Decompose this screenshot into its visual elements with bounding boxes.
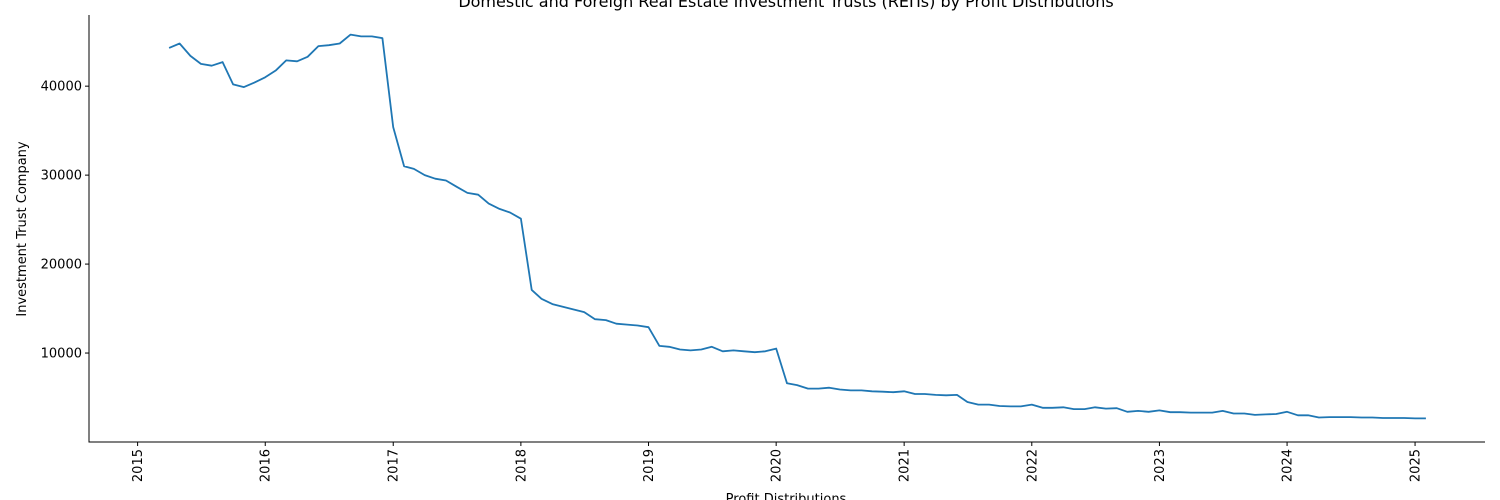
y-axis-ticks: 10000 20000 30000 40000 xyxy=(41,80,89,362)
x-tick-label: 2017 xyxy=(387,449,402,482)
x-tick-label: 2020 xyxy=(770,449,785,482)
x-tick-label: 2023 xyxy=(1153,449,1168,482)
x-tick-label: 2022 xyxy=(1025,449,1040,482)
y-tick-label: 20000 xyxy=(41,258,82,273)
series-line xyxy=(168,33,1426,420)
x-tick-label: 2019 xyxy=(642,449,657,482)
y-tick-label: 40000 xyxy=(41,80,82,95)
y-tick-label: 10000 xyxy=(41,347,82,362)
x-tick-label: 2016 xyxy=(259,449,274,482)
x-tick-label: 2021 xyxy=(898,449,913,482)
y-axis-label: Investment Trust Company xyxy=(15,141,30,317)
x-tick-label: 2015 xyxy=(131,449,146,482)
chart-title: Domestic and Foreign Real Estate Investm… xyxy=(458,0,1113,11)
x-axis-ticks: 2015 2016 2017 2018 2019 2020 2021 2022 2023 2024… xyxy=(131,442,1424,482)
plot-area xyxy=(168,33,1426,420)
x-tick-label: 2025 xyxy=(1409,449,1424,482)
x-axis-label: Profit Distributions xyxy=(726,492,847,500)
x-tick-label: 2018 xyxy=(514,449,529,482)
x-tick-label: 2024 xyxy=(1281,449,1296,482)
y-tick-label: 30000 xyxy=(41,169,82,184)
